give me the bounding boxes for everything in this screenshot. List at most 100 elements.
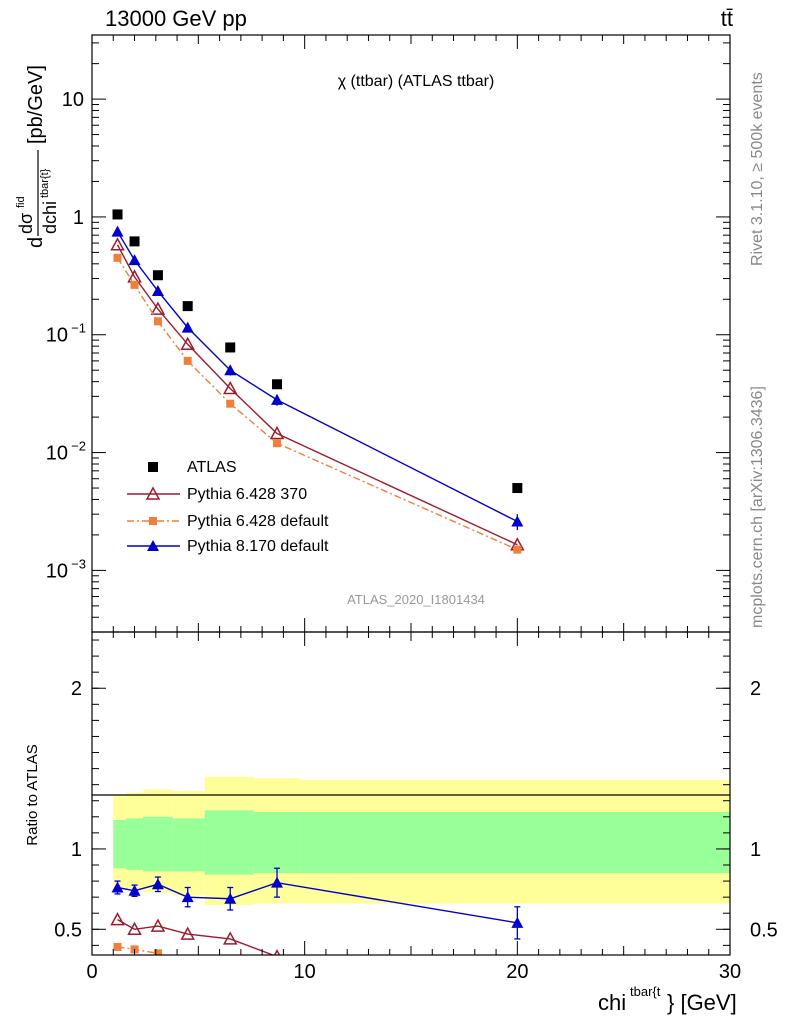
main-y-axis-label: d dσ fid dchi tbar{t} [pb/GeV] <box>15 65 60 248</box>
ratio-point <box>222 931 238 945</box>
data-point <box>183 356 192 365</box>
xlabel-tail: } [GeV] <box>667 990 737 1015</box>
x-tick-label: 10 <box>294 961 316 983</box>
ratio-y-tick-label: 0.5 <box>54 919 82 941</box>
data-point <box>180 336 195 351</box>
data-point <box>129 236 140 247</box>
ratio-panel: 0.5 0.51 12 20 10 20 30 Ratio to ATLAS chi tba… <box>24 631 778 1015</box>
ylabel-lead: d <box>25 237 47 248</box>
uncertainty-band-green <box>143 816 173 872</box>
data-point <box>225 342 236 353</box>
ratio-y-tick-label: 1 <box>71 839 82 861</box>
legend-entry-pythia6-370: Pythia 6.428 370 <box>127 486 307 503</box>
xlabel-base: chi <box>598 990 626 1015</box>
x-tick-label: 20 <box>506 961 528 983</box>
ylabel-denominator: dchi <box>40 201 60 234</box>
ratio-point <box>180 926 195 940</box>
legend-marker <box>149 517 157 525</box>
ratio-y-tick-label-right: 1 <box>750 839 761 861</box>
uncertainty-band-green <box>204 810 254 875</box>
ratio-line <box>117 919 275 955</box>
data-point <box>271 393 284 405</box>
ratio-point <box>150 918 166 932</box>
process-label: tt̄ <box>721 6 733 31</box>
data-point <box>110 237 125 251</box>
chart-title: χ (ttbar) (ATLAS ttbar) <box>338 73 495 90</box>
ratio-bands <box>113 776 730 906</box>
y-tick-label: 10 <box>46 443 68 465</box>
x-tick-label: 0 <box>86 961 97 983</box>
ratio-y-tick-label-right: 0.5 <box>750 919 778 941</box>
data-point <box>152 270 163 281</box>
data-point <box>150 301 166 315</box>
legend-label: Pythia 6.428 default <box>187 513 329 530</box>
ratio-point <box>224 892 237 904</box>
rivet-label: Rivet 3.1.10, ≥ 500k events <box>749 72 766 266</box>
legend-entry-atlas: ATLAS <box>148 459 237 476</box>
data-point <box>153 317 162 326</box>
legend: ATLAS Pythia 6.428 370 Pythia 6.428 defa… <box>127 459 329 555</box>
main-series-layer <box>110 209 525 554</box>
ratio-frame <box>91 631 731 956</box>
data-point <box>222 380 238 395</box>
ylabel-numerator-sup: fid <box>15 196 27 208</box>
data-point <box>111 225 124 237</box>
ratio-point <box>113 942 122 951</box>
data-point <box>151 285 164 297</box>
ratio-point <box>153 949 162 955</box>
data-point <box>272 379 283 390</box>
data-point <box>224 364 237 376</box>
ratio-point <box>127 921 142 936</box>
ratio-point <box>273 949 281 955</box>
legend-marker <box>147 540 159 551</box>
ylabel-numerator: dσ <box>16 213 36 234</box>
ratio-point <box>511 916 524 928</box>
data-point <box>226 399 235 408</box>
data-point <box>128 254 141 266</box>
y-tick-label: 10 <box>46 325 68 347</box>
data-point <box>182 301 193 312</box>
y-tick-label: 10 <box>46 560 68 582</box>
legend-entry-pythia6-default: Pythia 6.428 default <box>127 513 329 530</box>
data-point <box>113 253 122 262</box>
legend-label: ATLAS <box>187 459 237 476</box>
ratio-y-tick-label-right: 2 <box>750 678 761 700</box>
ratio-point <box>271 876 284 888</box>
analysis-id: ATLAS_2020_I1801434 <box>347 592 485 607</box>
ratio-point <box>181 891 194 903</box>
uncertainty-band-green <box>172 818 205 872</box>
data-point <box>511 515 524 527</box>
x-tick-label: 30 <box>719 961 741 983</box>
legend-label: Pythia 8.170 default <box>187 538 329 555</box>
ylabel-unit: [pb/GeV] <box>25 65 47 144</box>
y-tick-exponent: −1 <box>71 321 86 336</box>
data-point <box>513 545 522 554</box>
legend-marker <box>148 462 158 472</box>
ratio-point <box>151 878 164 890</box>
uncertainty-band-green <box>300 811 730 874</box>
ratio-ticks: 0.5 0.51 12 20 10 20 30 <box>54 632 778 983</box>
data-point <box>269 425 285 440</box>
ratio-y-axis-label: Ratio to ATLAS <box>24 744 41 845</box>
ratio-point <box>128 884 141 896</box>
uncertainty-band-green <box>253 811 301 874</box>
uncertainty-band-green <box>126 818 144 870</box>
y-tick-exponent: −2 <box>71 439 86 454</box>
legend-entry-pythia8-default: Pythia 8.170 default <box>127 538 329 555</box>
data-point <box>273 439 282 448</box>
ratio-point <box>111 881 124 893</box>
xlabel-sup: tbar{t <box>630 984 661 999</box>
series-line <box>116 257 518 551</box>
data-point <box>130 280 139 289</box>
data-point <box>512 483 523 494</box>
series-line <box>116 244 518 546</box>
data-point <box>181 321 194 333</box>
y-tick-label: 10 <box>62 89 84 111</box>
ratio-point <box>110 912 125 926</box>
uncertainty-band-green <box>113 820 127 869</box>
x-axis-label: chi tbar{t } [GeV] <box>598 984 737 1015</box>
mcplots-label: mcplots.cern.ch [arXiv:1306.3436] <box>749 386 766 628</box>
